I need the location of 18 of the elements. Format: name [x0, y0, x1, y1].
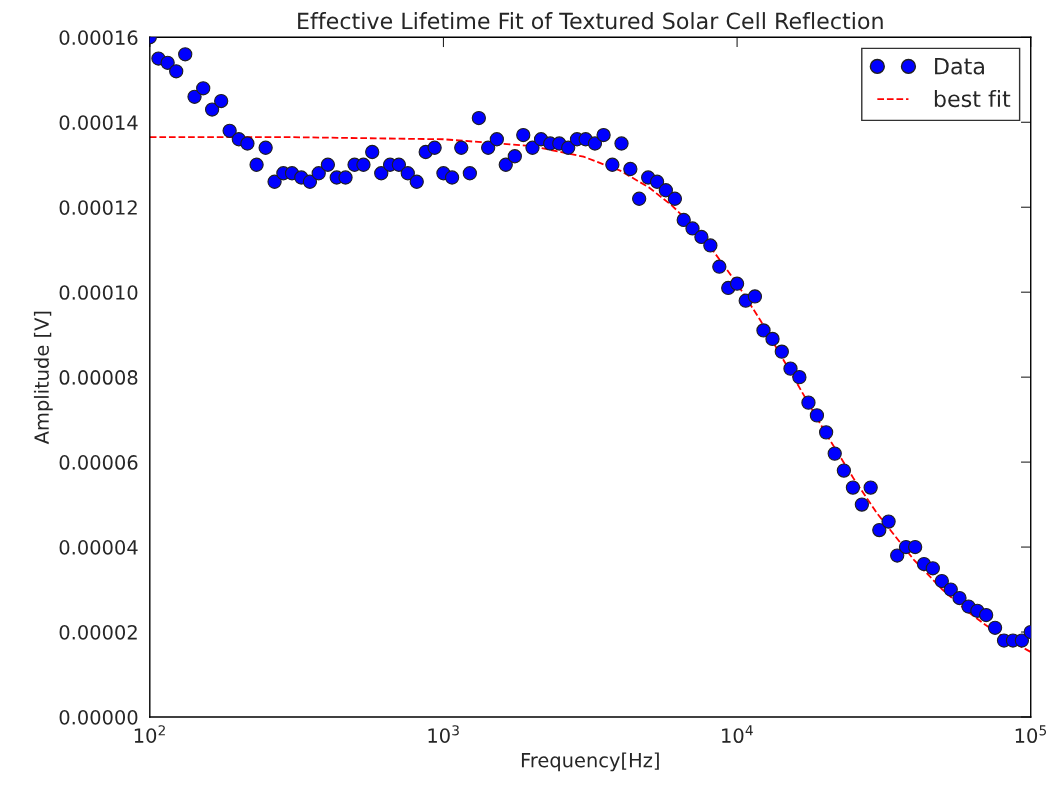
y-tick-label: 0.00004 — [59, 540, 138, 555]
x-axis-title: Frequency[Hz] — [521, 752, 659, 772]
y-tick-label: 0.00002 — [59, 624, 137, 640]
y-tick-label: 0.00008 — [59, 370, 138, 385]
x-tick-label: 10$^{3}$ — [428, 725, 459, 743]
x-tick-label: 10$^{2}$ — [134, 725, 165, 743]
y-axis-title: Amplitude [V] — [33, 311, 53, 445]
y-tick-label: 0.00006 — [59, 455, 138, 470]
y-tick-label: 0.00000 — [59, 709, 138, 725]
x-tick-label: 10$^{4}$ — [722, 725, 753, 744]
y-tick-label: 0.00010 — [59, 285, 138, 300]
y-tick-label: 0.00014 — [59, 115, 138, 130]
y-tick-label: 0.00012 — [59, 200, 137, 215]
y-tick-label: 0.00016 — [59, 30, 138, 45]
legend-label: Data — [935, 58, 984, 75]
x-tick-label: 10$^{5}$ — [1015, 725, 1047, 744]
chart-title: Effective Lifetime Fit of Textured Solar Cell Reflection — [298, 12, 883, 30]
legend-label: best fit — [934, 89, 1011, 108]
